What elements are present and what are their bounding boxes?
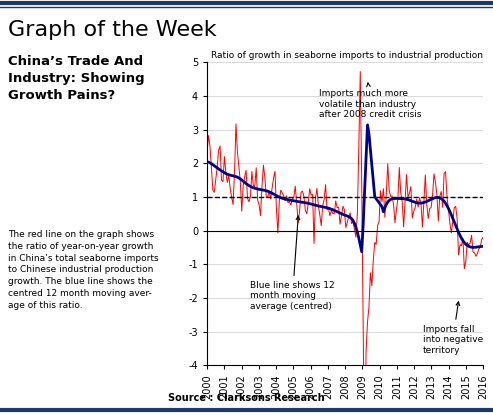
Text: Blue line shows 12
month moving
average (centred): Blue line shows 12 month moving average … <box>250 216 335 311</box>
Text: Graph of the Week: Graph of the Week <box>8 20 216 40</box>
Text: Imports fall
into negative
territory: Imports fall into negative territory <box>423 302 483 354</box>
Text: Source : Clarksons Research: Source : Clarksons Research <box>168 393 324 403</box>
Text: China’s Trade And
Industry: Showing
Growth Pains?: China’s Trade And Industry: Showing Grow… <box>8 55 144 102</box>
Text: Ratio of growth in seaborne imports to industrial production: Ratio of growth in seaborne imports to i… <box>211 51 483 60</box>
Text: The red line on the graph shows
the ratio of year-on-year growth
in China’s tota: The red line on the graph shows the rati… <box>8 230 159 310</box>
Text: Imports much more
volatile than industry
after 2008 credit crisis: Imports much more volatile than industry… <box>319 83 422 119</box>
